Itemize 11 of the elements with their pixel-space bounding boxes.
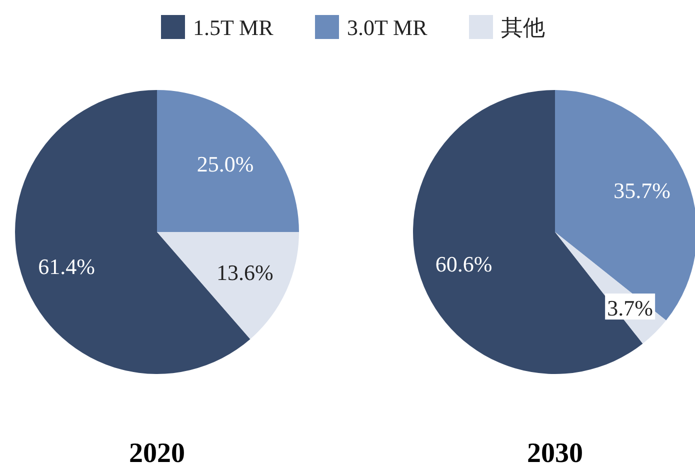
legend-label: 其他 [501,15,545,40]
legend-label: 3.0T MR [347,15,428,40]
data-label: 13.6% [216,260,274,286]
legend-label: 1.5T MR [193,15,274,40]
text: 2020 [129,438,185,469]
data-label: 61.4% [38,254,95,279]
text: 2030 [527,438,583,469]
data-label: 60.6% [435,252,492,277]
data-label: 25.0% [196,152,254,177]
data-label: 35.7% [614,178,670,204]
data-label: 3.7% [607,296,653,321]
